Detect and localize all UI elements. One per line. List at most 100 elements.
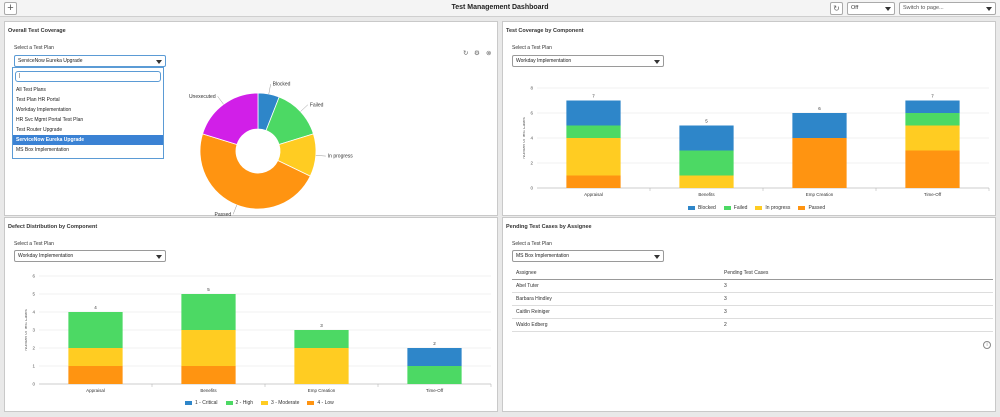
legend-swatch — [723, 206, 731, 210]
legend-item[interactable]: Failed — [723, 205, 748, 211]
bar-segment-blocked[interactable] — [566, 100, 621, 126]
dropdown-option-selected[interactable]: ServiceNow Eureka Upgrade — [13, 135, 163, 145]
bar-total-label: 3 — [320, 323, 323, 328]
pie-label-leader — [300, 104, 309, 112]
bar-total-label: 6 — [818, 106, 821, 111]
legend-item[interactable]: In progress — [755, 205, 790, 211]
legend-swatch — [185, 401, 192, 405]
x-tick-label: Time-Off — [426, 388, 444, 393]
bar-segment-failed[interactable] — [679, 150, 734, 176]
select-label: Select a Test Plan — [14, 241, 54, 247]
legend-label: 3 - Moderate — [271, 400, 300, 406]
pie-label: Failed — [310, 102, 324, 108]
filter-select-value: Off — [851, 5, 859, 11]
x-tick-label: Time-Off — [924, 192, 942, 197]
close-icon[interactable]: ⊗ — [486, 50, 492, 57]
dropdown-option[interactable]: Test Router Upgrade — [16, 127, 63, 133]
dropdown-option[interactable]: Test Plan HR Portal — [16, 97, 60, 103]
legend-label: 2 - High — [235, 400, 254, 406]
test-plan-dropdown: | All Test Plans Test Plan HR Portal Wor… — [12, 67, 164, 159]
count-cell: 2 — [724, 322, 727, 328]
bar-segment-blocked[interactable] — [679, 125, 734, 151]
y-tick-label: 3 — [32, 328, 35, 333]
test-plan-select[interactable]: Workday Implementation — [512, 55, 664, 67]
pie-slice-unexecuted[interactable] — [202, 92, 259, 146]
y-tick-label: 1 — [32, 364, 35, 369]
table-row[interactable]: Waldo Edberg 2 — [512, 319, 993, 332]
bar-segment-in-progress[interactable] — [905, 125, 960, 151]
refresh-icon[interactable]: ↻ — [463, 50, 469, 57]
switch-page-select[interactable]: Switch to page... — [899, 2, 996, 15]
table-row[interactable]: Abel Tuter 3 — [512, 280, 993, 293]
add-widget-button[interactable]: + — [4, 2, 17, 15]
x-tick-label: Emp Creation — [806, 192, 834, 197]
bar-segment-failed[interactable] — [905, 113, 960, 126]
y-tick-label: 5 — [32, 292, 35, 297]
bar-segment-blocked[interactable] — [905, 100, 960, 114]
legend-item[interactable]: 1 - Critical — [185, 400, 218, 406]
x-tick-label: Emp Creation — [308, 388, 336, 393]
dropdown-option[interactable]: All Test Plans — [16, 87, 46, 93]
bar-segment-in-progress[interactable] — [679, 175, 734, 189]
pie-label: Blocked — [273, 82, 291, 88]
info-icon[interactable]: i — [983, 341, 991, 349]
legend-item[interactable]: 3 - Moderate — [261, 400, 299, 406]
bar-segment-2-high[interactable] — [407, 366, 462, 384]
dropdown-option[interactable]: MS Box Implementation — [16, 147, 70, 153]
chevron-down-icon — [156, 255, 162, 259]
y-tick-label: 0 — [32, 382, 35, 387]
bar-segment-3-moderate[interactable] — [181, 330, 236, 366]
bar-segment-in-progress[interactable] — [566, 138, 621, 176]
select-label: Select a Test Plan — [512, 241, 552, 247]
dropdown-search-input[interactable]: | — [15, 71, 161, 82]
dropdown-option[interactable]: HR Svc Mgmt Portal Test Plan — [16, 117, 84, 123]
y-tick-label: 2 — [530, 161, 533, 166]
legend-item[interactable]: Blocked — [688, 205, 716, 211]
refresh-icon[interactable]: ↻ — [830, 2, 843, 15]
bar-segment-passed[interactable] — [905, 150, 960, 189]
legend-item[interactable]: 2 - High — [225, 400, 254, 406]
filter-select[interactable]: Off — [847, 2, 895, 15]
bar-segment-4-low[interactable] — [68, 366, 123, 384]
count-cell: 3 — [724, 296, 727, 302]
legend-label: In progress — [765, 205, 791, 211]
bar-segment-1-critical[interactable] — [407, 348, 462, 366]
bar-segment-passed[interactable] — [566, 175, 621, 189]
bar-total-label: 7 — [592, 94, 595, 99]
overall-coverage-chart: Blocked Failed In progress Passed Unexecuted — [189, 82, 353, 217]
test-plan-select[interactable]: MS Box Implementation — [512, 250, 664, 262]
pending-table: Assignee Pending Test Cases Abel Tuter 3… — [512, 267, 993, 332]
y-tick-label: 4 — [32, 310, 35, 315]
bar-segment-4-low[interactable] — [181, 366, 236, 384]
test-plan-select[interactable]: ServiceNow Eureka Upgrade — [14, 55, 166, 67]
test-plan-select[interactable]: Workday Implementation — [14, 250, 166, 262]
bar-segment-3-moderate[interactable] — [294, 348, 349, 384]
pie-slice-passed[interactable] — [199, 133, 311, 210]
bar-segment-blocked[interactable] — [792, 113, 847, 138]
legend-swatch — [307, 401, 315, 405]
chevron-down-icon — [986, 7, 992, 11]
bar-segment-failed[interactable] — [566, 125, 621, 139]
legend-item[interactable]: 4 - Low — [307, 400, 334, 406]
y-tick-label: 2 — [32, 346, 35, 351]
legend-label: 4 - Low — [317, 400, 334, 406]
panel-title: Defect Distribution by Component — [8, 224, 98, 230]
legend-label: Failed — [733, 205, 748, 211]
chart-legend: Blocked Failed In progress Passed — [688, 205, 825, 211]
bar-segment-3-moderate[interactable] — [68, 348, 123, 366]
pie-label-leader — [268, 84, 271, 95]
bar-total-label: 5 — [705, 119, 708, 124]
table-row[interactable]: Barbara Hindley 3 — [512, 293, 993, 306]
assignee-cell: Barbara Hindley — [516, 296, 552, 302]
bar-segment-2-high[interactable] — [181, 294, 236, 330]
dropdown-option[interactable]: Workday Implementation — [16, 107, 72, 113]
table-row[interactable]: Caitlin Reiniger 3 — [512, 306, 993, 319]
bar-segment-passed[interactable] — [792, 138, 847, 188]
bar-segment-2-high[interactable] — [68, 312, 123, 348]
chevron-down-icon — [885, 7, 891, 11]
legend-item[interactable]: Passed — [798, 205, 825, 211]
column-header: Assignee — [516, 270, 537, 276]
gear-icon[interactable]: ⚙ — [474, 50, 480, 57]
test-plan-select-value: Workday Implementation — [18, 253, 74, 259]
bar-segment-2-high[interactable] — [294, 330, 349, 348]
